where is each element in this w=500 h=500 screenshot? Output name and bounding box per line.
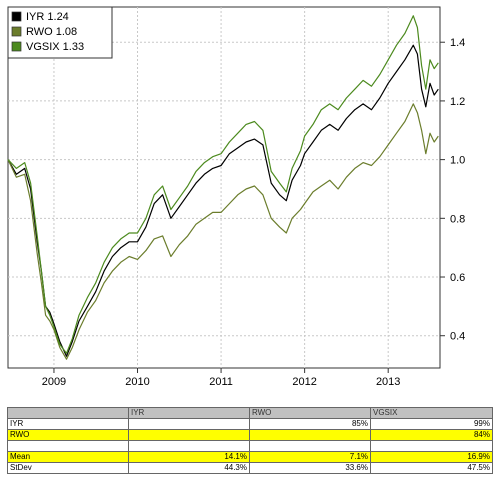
table-row-label: StDev	[7, 462, 129, 474]
series-line-vgsix	[7, 15, 439, 354]
x-tick-label: 2012	[292, 376, 316, 388]
table-row	[7, 440, 493, 452]
y-tick-label: 0.6	[450, 272, 465, 284]
x-tick-label: 2010	[125, 376, 149, 388]
legend-swatch-rwo	[11, 26, 22, 37]
y-tick-label: 0.8	[450, 213, 465, 225]
legend-label-iyr: IYR 1.24	[26, 11, 69, 23]
table-cell	[128, 418, 250, 430]
legend-swatch-vgsix	[11, 41, 22, 52]
correlation-stats-table: IYR RWO VGSIX IYR 85% 99% RWO 84% Mean 14.1% 7.1% 1…	[7, 407, 493, 474]
table-row-label: IYR	[7, 418, 129, 430]
table-header-cell: VGSIX	[370, 407, 493, 419]
table-cell: 16.9%	[370, 451, 493, 463]
y-tick-label: 1.4	[450, 37, 465, 49]
table-header-cell	[7, 407, 129, 419]
table-cell: 85%	[249, 418, 371, 430]
table-cell: 14.1%	[128, 451, 250, 463]
series-line-rwo	[7, 103, 439, 360]
x-tick-label: 2009	[42, 376, 66, 388]
table-cell	[370, 440, 493, 452]
table-row: RWO 84%	[7, 429, 493, 441]
table-header-cell: RWO	[249, 407, 371, 419]
table-cell	[249, 440, 371, 452]
line-chart: 2009 2010 2011 2012 2013 0.40.60.81.01.21.4 …	[7, 6, 465, 388]
table-cell: 33.6%	[249, 462, 371, 474]
x-tick-label: 2013	[376, 376, 400, 388]
y-tick-label: 0.4	[450, 331, 465, 343]
x-tick-label: 2011	[209, 376, 233, 388]
table-cell: 7.1%	[249, 451, 371, 463]
legend-swatch-iyr	[11, 11, 22, 22]
series-line-iyr	[7, 44, 439, 357]
series-lines	[7, 15, 439, 360]
table-row: Mean 14.1% 7.1% 16.9%	[7, 451, 493, 463]
table-row-label	[7, 440, 129, 452]
table-cell: 44.3%	[128, 462, 250, 474]
legend-box	[7, 6, 113, 59]
legend: IYR 1.24 RWO 1.08 VGSIX 1.33	[7, 6, 113, 59]
table-header-row: IYR RWO VGSIX	[7, 407, 493, 419]
legend-label-rwo: RWO 1.08	[26, 26, 77, 38]
table-cell: 84%	[370, 429, 493, 441]
plot-frame	[7, 6, 441, 369]
table-cell	[128, 429, 250, 441]
table-cell	[128, 440, 250, 452]
table-row-label: RWO	[7, 429, 129, 441]
y-tick-label: 1.2	[450, 96, 465, 108]
table-cell: 99%	[370, 418, 493, 430]
table-cell: 47.5%	[370, 462, 493, 474]
y-axis-ticks: 0.4 0.6 0.8 1.0 1.2 1.4	[440, 37, 465, 343]
table-row: IYR 85% 99%	[7, 418, 493, 430]
table-header-cell: IYR	[128, 407, 250, 419]
y-tick-label: 1.0	[450, 155, 465, 167]
legend-label-vgsix: VGSIX 1.33	[26, 41, 84, 53]
table-cell	[249, 429, 371, 441]
table-row: StDev 44.3% 33.6% 47.5%	[7, 462, 493, 474]
table-row-label: Mean	[7, 451, 129, 463]
x-axis-ticks: 2009 2010 2011 2012 2013	[42, 368, 400, 388]
